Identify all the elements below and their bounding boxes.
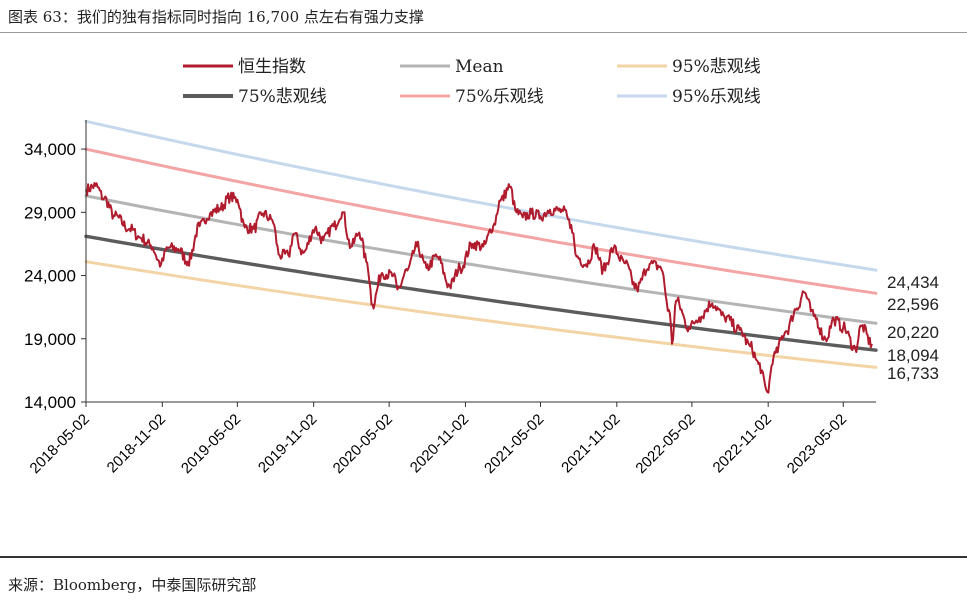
x-tick-label: 2019-05-02 — [178, 411, 244, 477]
x-tick-label: 2018-11-02 — [104, 411, 169, 476]
x-tick-label: 2022-05-02 — [632, 411, 698, 477]
legend-label: 恒生指数 — [238, 57, 306, 77]
x-tick-label: 2020-11-02 — [407, 411, 472, 476]
axes: 14,000 19,000 24,000 29,000 34,000 2018-05-02… — [24, 120, 876, 477]
x-tick-label: 2021-05-02 — [481, 411, 547, 477]
x-tick-label: 2020-05-02 — [330, 411, 396, 477]
legend-label: 75%乐观线 — [455, 87, 544, 107]
legend-label: 95%悲观线 — [672, 57, 761, 77]
hsi-series — [85, 182, 873, 394]
y-tick-label: 24,000 — [24, 267, 76, 286]
end-label-95%悲观线: 16,733 — [887, 364, 939, 383]
end-label-75%乐观线: 22,596 — [887, 295, 939, 314]
y-tick-label: 29,000 — [24, 203, 76, 222]
y-tick-label: 14,000 — [24, 393, 76, 412]
chart-title: 图表 63：我们的独有指标同时指向 16,700 点左右有强力支撑 — [8, 8, 424, 26]
band-line-75%悲观线 — [84, 234, 878, 352]
top-rule — [0, 32, 967, 33]
y-tick-label: 19,000 — [24, 330, 76, 349]
source-note: 来源：Bloomberg，中泰国际研究部 — [8, 576, 257, 594]
legend: 恒生指数 Mean 95%悲观线 75%悲观线 75%乐观线 95%乐观线 — [183, 57, 761, 107]
x-tick-label: 2022-11-02 — [710, 411, 775, 476]
legend-label: 95%乐观线 — [672, 87, 761, 107]
legend-label: 75%悲观线 — [238, 87, 327, 107]
x-tick-label: 2019-11-02 — [255, 411, 320, 476]
end-label-Mean: 20,220 — [887, 323, 939, 342]
bottom-rule — [0, 556, 967, 558]
x-tick-label: 2021-11-02 — [558, 411, 623, 476]
x-tick-label: 2023-05-02 — [784, 411, 850, 477]
hsi-line — [85, 182, 873, 394]
band-line-Mean — [84, 194, 878, 325]
x-tick-label: 2018-05-02 — [27, 411, 93, 477]
end-label-95%乐观线: 24,434 — [887, 273, 939, 292]
valuation-bands — [84, 119, 878, 369]
band-line-95%乐观线 — [84, 119, 878, 272]
band-line-95%悲观线 — [84, 260, 878, 369]
legend-label: Mean — [455, 57, 504, 77]
end-label-75%悲观线: 18,094 — [887, 346, 939, 365]
band-line-75%乐观线 — [84, 147, 878, 295]
y-tick-label: 34,000 — [24, 140, 76, 159]
